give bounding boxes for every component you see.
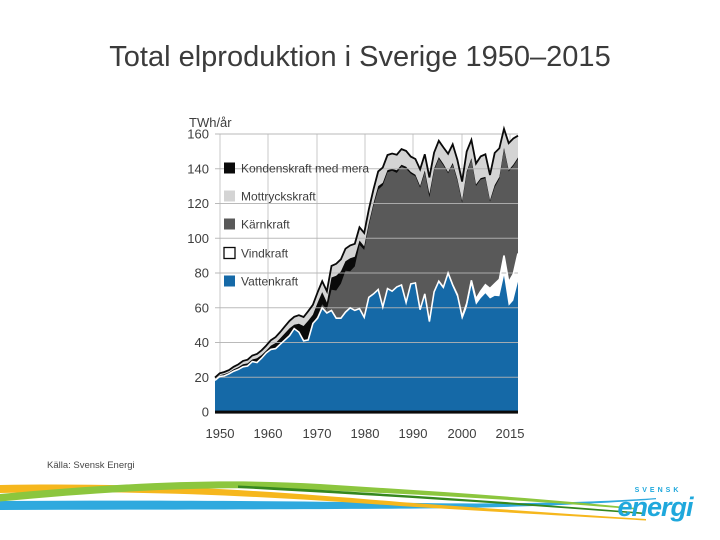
x-tick-label: 1960 <box>254 426 283 441</box>
x-tick-label: 1990 <box>399 426 428 441</box>
footer-waves-decoration <box>0 481 656 521</box>
y-tick-label: 80 <box>195 266 209 281</box>
y-axis-unit-label: TWh/år <box>189 115 232 130</box>
legend-item: Vattenkraft <box>224 274 299 288</box>
x-tick-label: 2000 <box>448 426 477 441</box>
svensk-energi-logo: SVENSK energi <box>611 487 699 522</box>
legend-label: Vindkraft <box>241 246 289 260</box>
wave-blue <box>0 498 656 510</box>
logo-text-energi: energi <box>617 492 693 522</box>
legend-swatch <box>224 218 235 230</box>
slide-title: Total elproduktion i Sverige 1950–2015 <box>109 41 611 73</box>
wave-dark-green <box>238 485 642 514</box>
legend-swatch <box>223 246 236 260</box>
total-outline <box>214 125 519 379</box>
x-tick-label: 1950 <box>206 426 235 441</box>
legend-swatch <box>224 275 235 287</box>
legend-label: Kondenskraft med mera <box>241 161 369 175</box>
y-tick-label: 120 <box>187 196 209 211</box>
legend-item: Mottryckskraft <box>224 189 316 203</box>
wave-green <box>0 481 636 510</box>
y-tick-label: 60 <box>195 300 209 315</box>
legend-label: Vattenkraft <box>241 274 299 288</box>
y-tick-label: 140 <box>187 161 209 176</box>
wave-yellow <box>0 484 646 521</box>
legend-swatch <box>224 190 235 202</box>
legend-label: Kärnkraft <box>241 217 290 231</box>
y-tick-label: 160 <box>187 127 209 142</box>
separator-line <box>214 253 519 382</box>
x-axis-line <box>215 410 518 414</box>
logo-text-svensk: SVENSK <box>634 487 682 494</box>
y-tick-label: 20 <box>195 370 209 385</box>
legend-item: Kondenskraft med mera <box>224 161 369 175</box>
y-tick-label: 40 <box>195 335 209 350</box>
x-tick-label: 2015 <box>496 426 525 441</box>
x-tick-label: 1970 <box>303 426 332 441</box>
x-tick-label: 1980 <box>351 426 380 441</box>
legend-swatch <box>224 162 235 174</box>
legend-label: Mottryckskraft <box>241 189 316 203</box>
source-note: Källa: Svensk Energi <box>47 460 135 471</box>
y-tick-label: 0 <box>202 405 209 420</box>
legend-item: Vindkraft <box>223 246 289 260</box>
legend-item: Kärnkraft <box>224 217 290 231</box>
y-tick-label: 100 <box>187 231 209 246</box>
